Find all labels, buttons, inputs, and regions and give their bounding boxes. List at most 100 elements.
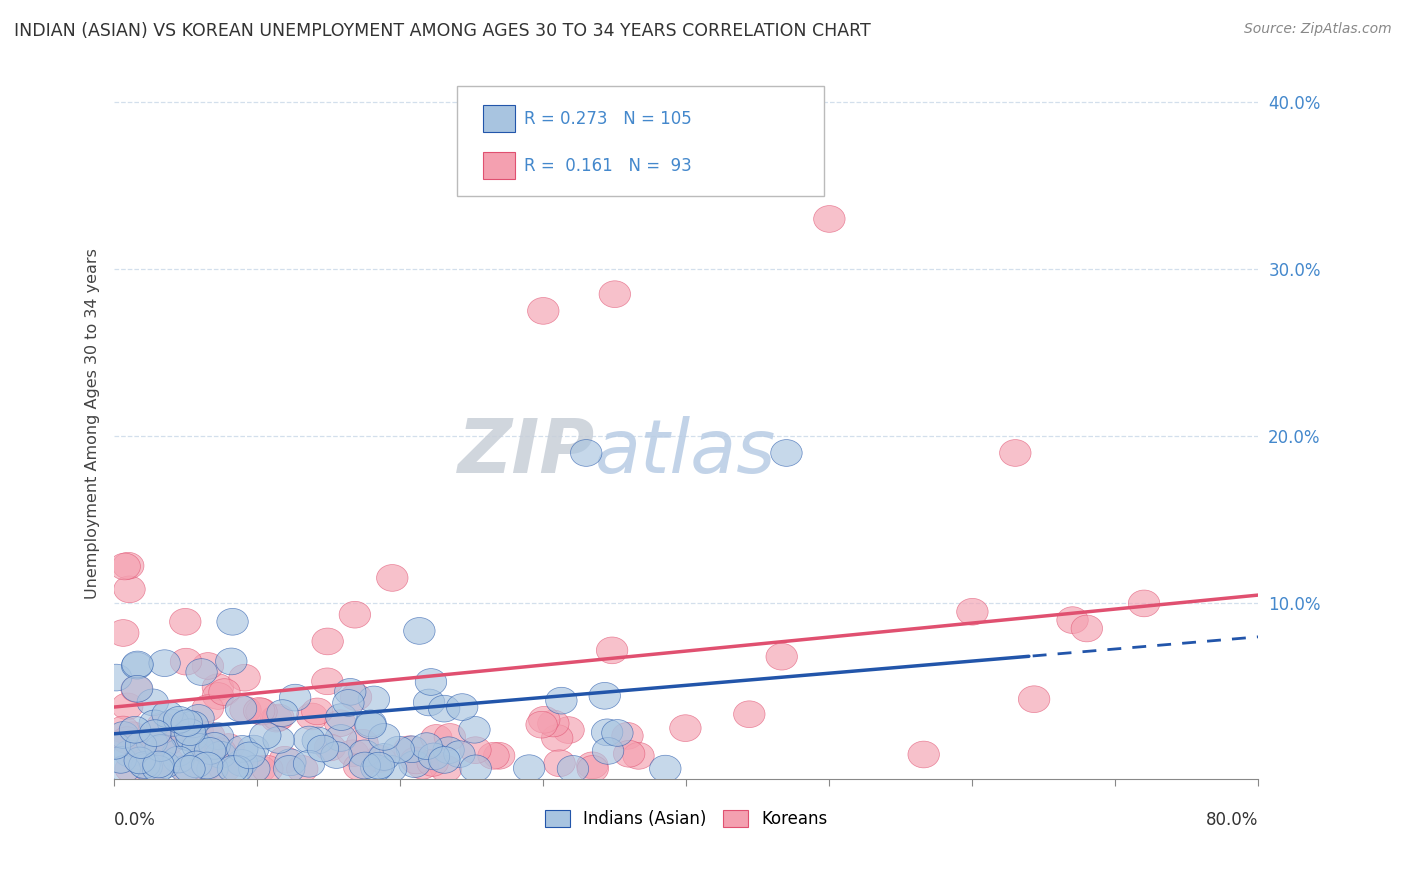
Ellipse shape <box>274 749 307 776</box>
Ellipse shape <box>354 710 387 737</box>
Ellipse shape <box>112 552 143 579</box>
Ellipse shape <box>143 751 174 778</box>
Ellipse shape <box>576 756 609 782</box>
Ellipse shape <box>100 732 131 759</box>
Ellipse shape <box>152 729 183 756</box>
Ellipse shape <box>131 754 163 780</box>
Ellipse shape <box>302 727 333 754</box>
Ellipse shape <box>111 727 142 754</box>
Ellipse shape <box>650 756 681 782</box>
Ellipse shape <box>121 675 153 702</box>
Text: Source: ZipAtlas.com: Source: ZipAtlas.com <box>1244 22 1392 37</box>
Ellipse shape <box>174 756 205 782</box>
Ellipse shape <box>669 714 702 741</box>
Ellipse shape <box>110 553 141 580</box>
Ellipse shape <box>149 649 180 676</box>
Ellipse shape <box>225 695 257 722</box>
Ellipse shape <box>205 741 236 768</box>
Ellipse shape <box>321 741 353 768</box>
Ellipse shape <box>1018 686 1050 713</box>
Ellipse shape <box>420 724 453 751</box>
Ellipse shape <box>202 723 233 749</box>
Ellipse shape <box>239 756 270 782</box>
Ellipse shape <box>111 693 143 720</box>
Ellipse shape <box>908 741 939 768</box>
Ellipse shape <box>592 719 623 746</box>
Ellipse shape <box>406 752 439 779</box>
Ellipse shape <box>170 756 201 782</box>
Ellipse shape <box>245 756 276 782</box>
Ellipse shape <box>557 756 589 782</box>
Ellipse shape <box>143 745 174 772</box>
Ellipse shape <box>592 738 624 764</box>
Ellipse shape <box>263 704 294 731</box>
Ellipse shape <box>252 756 283 782</box>
Text: 0.0%: 0.0% <box>114 811 156 829</box>
Ellipse shape <box>814 205 845 232</box>
Ellipse shape <box>375 756 406 782</box>
Ellipse shape <box>363 752 395 779</box>
Ellipse shape <box>142 756 174 782</box>
Text: R =  0.161   N =  93: R = 0.161 N = 93 <box>524 157 692 175</box>
Ellipse shape <box>172 723 202 750</box>
Ellipse shape <box>415 669 447 696</box>
Ellipse shape <box>176 724 208 751</box>
Ellipse shape <box>347 730 378 756</box>
Ellipse shape <box>107 722 139 748</box>
Ellipse shape <box>180 751 212 778</box>
Ellipse shape <box>599 281 630 308</box>
Ellipse shape <box>613 740 645 767</box>
Ellipse shape <box>382 736 415 763</box>
Ellipse shape <box>157 709 188 736</box>
Ellipse shape <box>430 756 461 782</box>
Ellipse shape <box>368 744 399 771</box>
Ellipse shape <box>136 689 169 715</box>
Ellipse shape <box>125 731 157 758</box>
Ellipse shape <box>766 643 797 670</box>
Ellipse shape <box>340 683 371 710</box>
Ellipse shape <box>238 735 269 762</box>
Ellipse shape <box>233 742 266 769</box>
Text: R = 0.273   N = 105: R = 0.273 N = 105 <box>524 110 692 128</box>
Ellipse shape <box>120 716 150 743</box>
Ellipse shape <box>121 675 152 702</box>
Ellipse shape <box>576 752 607 779</box>
Ellipse shape <box>460 755 492 781</box>
Ellipse shape <box>612 723 643 749</box>
Ellipse shape <box>602 720 633 747</box>
Ellipse shape <box>325 710 356 737</box>
Ellipse shape <box>221 756 253 782</box>
Legend: Indians (Asian), Koreans: Indians (Asian), Koreans <box>538 803 835 835</box>
Ellipse shape <box>100 665 132 691</box>
Ellipse shape <box>478 742 509 769</box>
Ellipse shape <box>229 665 260 691</box>
Ellipse shape <box>145 735 176 762</box>
Ellipse shape <box>191 752 224 779</box>
Ellipse shape <box>623 742 654 769</box>
Ellipse shape <box>169 714 201 741</box>
Ellipse shape <box>194 738 226 764</box>
Ellipse shape <box>418 749 449 776</box>
Ellipse shape <box>312 668 343 695</box>
Ellipse shape <box>131 747 162 774</box>
Ellipse shape <box>527 298 560 325</box>
Ellipse shape <box>326 704 357 731</box>
Ellipse shape <box>139 720 172 747</box>
Ellipse shape <box>546 688 576 714</box>
Ellipse shape <box>170 756 202 782</box>
FancyBboxPatch shape <box>457 87 824 196</box>
Ellipse shape <box>146 713 179 739</box>
Ellipse shape <box>181 718 214 745</box>
Ellipse shape <box>217 756 249 782</box>
Ellipse shape <box>152 747 184 774</box>
Ellipse shape <box>734 701 765 728</box>
Text: ZIP: ZIP <box>457 416 595 489</box>
Ellipse shape <box>553 716 585 743</box>
Ellipse shape <box>132 741 163 768</box>
Ellipse shape <box>537 710 569 737</box>
Ellipse shape <box>526 711 557 738</box>
Text: 80.0%: 80.0% <box>1206 811 1258 829</box>
Ellipse shape <box>170 648 201 675</box>
Ellipse shape <box>174 719 205 746</box>
Ellipse shape <box>301 698 333 725</box>
